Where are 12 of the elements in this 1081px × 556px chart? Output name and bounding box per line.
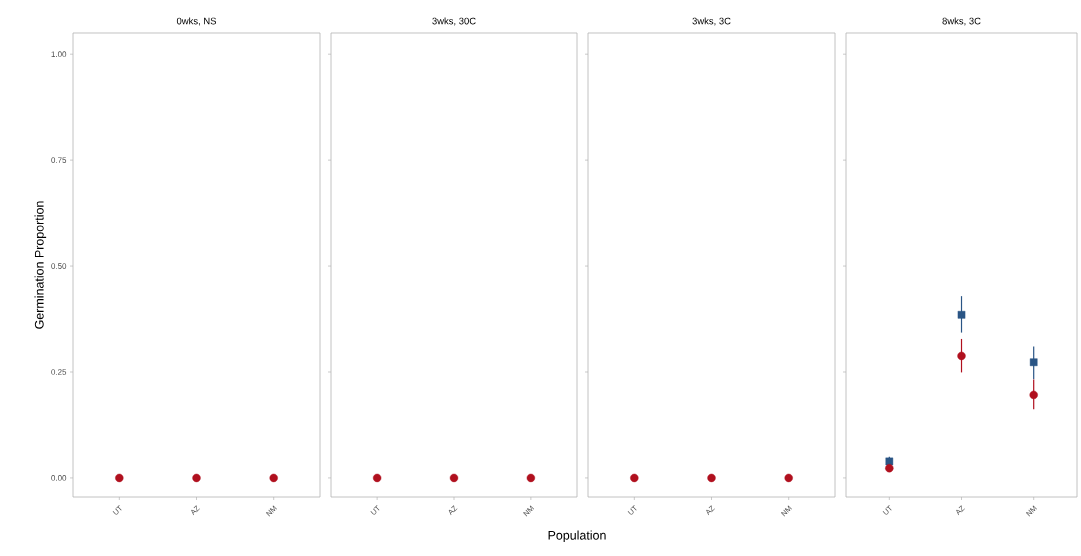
point	[885, 457, 894, 466]
y-axis-title: Germination Proportion	[34, 201, 47, 329]
point	[957, 311, 966, 319]
chart-title: 3wks, 30C	[432, 17, 476, 26]
point	[1029, 358, 1038, 367]
x-axis-title: Population	[548, 530, 606, 543]
point	[957, 351, 966, 361]
point	[885, 464, 894, 473]
chart-title: 3wks, 3C	[692, 17, 731, 26]
chart-title: 0wks, NS	[176, 17, 217, 26]
point	[1029, 390, 1038, 400]
chart-title: 8wks, 3C	[942, 17, 981, 26]
